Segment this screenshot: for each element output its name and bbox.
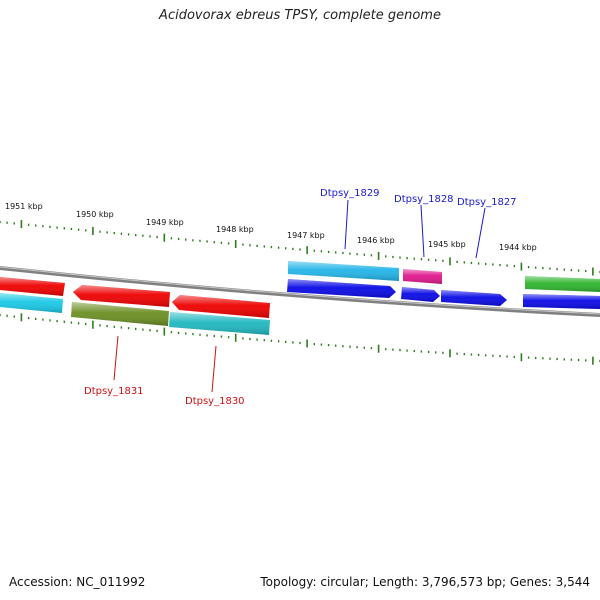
gene-dtpsy-1831[interactable] [71, 302, 169, 326]
gene-dtpsy-1830[interactable] [169, 312, 270, 335]
tick-label-1947: 1947 kbp [287, 231, 325, 240]
gene-dtpsy-1828[interactable] [403, 269, 442, 284]
lower-tick-marks [0, 313, 600, 365]
gene-label-dtpsy-1829[interactable]: Dtpsy_1829 [320, 188, 380, 199]
gene-cyan-left[interactable] [0, 293, 63, 313]
gene-label-dtpsy-1828[interactable]: Dtpsy_1828 [394, 194, 454, 205]
genome-backbone-highlight [0, 266, 600, 315]
tick-label-1944: 1944 kbp [499, 243, 537, 252]
gene-dtpsy-1827-arrow[interactable] [441, 290, 507, 306]
tick-label-1949: 1949 kbp [146, 218, 184, 227]
tick-label-1950: 1950 kbp [76, 210, 114, 219]
gene-dtpsy-1829[interactable] [288, 261, 399, 281]
gene-red-left[interactable] [0, 277, 65, 296]
genome-backbone [0, 266, 600, 317]
gene-blue-arrow-2[interactable] [401, 287, 440, 302]
tick-label-1946: 1946 kbp [357, 236, 395, 245]
gene-label-dtpsy-1827[interactable]: Dtpsy_1827 [457, 197, 517, 208]
gene-green-right[interactable] [525, 276, 600, 292]
gene-label-dtpsy-1831[interactable]: Dtpsy_1831 [84, 386, 144, 397]
tick-label-1945: 1945 kbp [428, 240, 466, 249]
gene-dtpsy-1830-arrow[interactable] [172, 295, 270, 318]
gene-blue-right[interactable] [523, 294, 600, 309]
tick-label-1951: 1951 kbp [5, 202, 43, 211]
callout-line-dtpsy-1831 [113, 335, 119, 381]
genome-title: Acidovorax ebreus TPSY, complete genome [159, 8, 441, 23]
callout-line-dtpsy-1829 [344, 199, 349, 250]
accession-label: Accession: NC_011992 [9, 575, 146, 589]
gene-label-dtpsy-1830[interactable]: Dtpsy_1830 [185, 396, 245, 407]
gene-dtpsy-1831-arrow[interactable] [73, 285, 170, 307]
gene-blue-arrow-1[interactable] [287, 279, 396, 298]
callout-line-dtpsy-1828 [420, 204, 425, 258]
tick-label-1948: 1948 kbp [216, 225, 254, 234]
callout-line-dtpsy-1827 [475, 207, 486, 259]
topology-summary: Topology: circular; Length: 3,796,573 bp… [260, 575, 590, 589]
upper-tick-marks [0, 220, 600, 276]
callout-line-dtpsy-1830 [211, 345, 217, 393]
